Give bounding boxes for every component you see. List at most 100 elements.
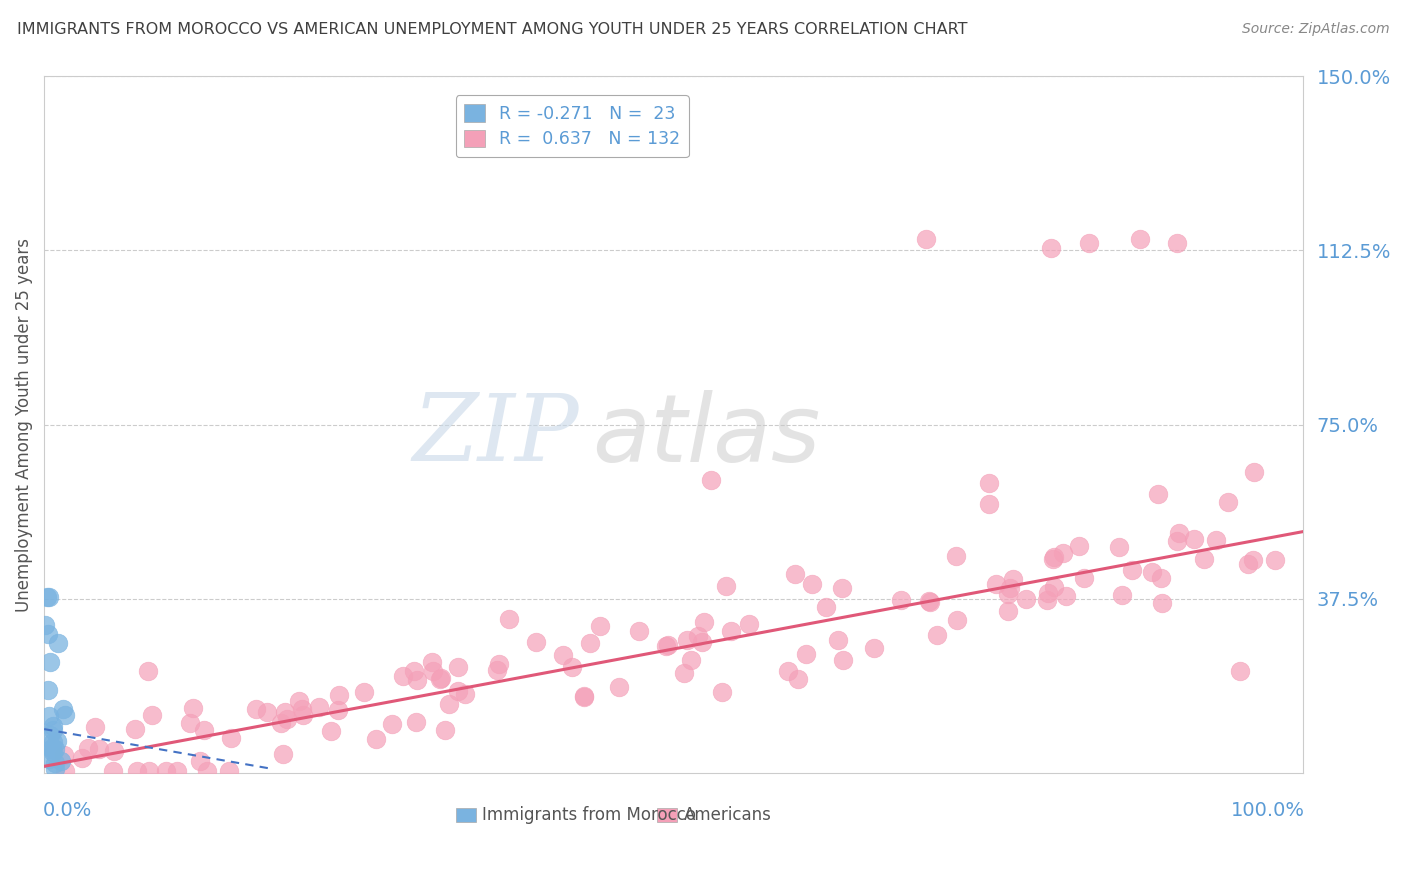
- Point: [1263, 552, 1285, 566]
- Point: [711, 685, 734, 699]
- Point: [984, 577, 1007, 591]
- Point: [827, 632, 849, 647]
- Point: [925, 627, 948, 641]
- Point: [287, 693, 309, 707]
- Point: [39, 728, 62, 742]
- Point: [574, 690, 596, 705]
- Point: [256, 705, 278, 719]
- Point: [44, 762, 66, 776]
- Point: [53, 707, 76, 722]
- Point: [1073, 571, 1095, 585]
- Y-axis label: Unemployment Among Youth under 25 years: Unemployment Among Youth under 25 years: [15, 237, 32, 612]
- Point: [1229, 664, 1251, 678]
- Point: [1140, 566, 1163, 580]
- FancyBboxPatch shape: [456, 808, 477, 822]
- Point: [1043, 549, 1066, 564]
- Point: [676, 633, 699, 648]
- Point: [392, 669, 415, 683]
- Point: [1205, 533, 1227, 547]
- Point: [53, 764, 76, 778]
- Point: [578, 635, 600, 649]
- Legend: R = -0.271   N =  23, R =  0.637   N = 132: R = -0.271 N = 23, R = 0.637 N = 132: [456, 95, 689, 157]
- Point: [447, 660, 470, 674]
- Point: [404, 664, 426, 678]
- Point: [1042, 552, 1064, 566]
- Point: [38, 709, 60, 723]
- Point: [77, 741, 100, 756]
- Point: [1038, 585, 1060, 599]
- Point: [688, 629, 710, 643]
- Point: [166, 764, 188, 778]
- Point: [42, 745, 65, 759]
- Point: [1152, 596, 1174, 610]
- Text: IMMIGRANTS FROM MOROCCO VS AMERICAN UNEMPLOYMENT AMONG YOUTH UNDER 25 YEARS CORR: IMMIGRANTS FROM MOROCCO VS AMERICAN UNEM…: [17, 22, 967, 37]
- Point: [380, 717, 402, 731]
- Point: [138, 764, 160, 778]
- Point: [673, 666, 696, 681]
- Point: [524, 635, 547, 649]
- Point: [1054, 589, 1077, 603]
- Point: [49, 754, 72, 768]
- Point: [1043, 580, 1066, 594]
- Point: [437, 697, 460, 711]
- Point: [308, 699, 330, 714]
- Point: [405, 715, 427, 730]
- Point: [920, 595, 942, 609]
- Point: [1167, 525, 1189, 540]
- Point: [977, 475, 1000, 490]
- Point: [787, 672, 810, 686]
- Point: [716, 579, 738, 593]
- Point: [291, 702, 314, 716]
- Point: [271, 747, 294, 762]
- Point: [1002, 572, 1025, 586]
- Text: 0.0%: 0.0%: [42, 801, 93, 820]
- Point: [195, 764, 218, 778]
- Point: [572, 689, 595, 703]
- Point: [41, 719, 63, 733]
- Point: [488, 657, 510, 671]
- Point: [101, 764, 124, 778]
- Point: [1150, 571, 1173, 585]
- Point: [1069, 540, 1091, 554]
- Point: [181, 701, 204, 715]
- Point: [41, 740, 63, 755]
- Point: [1121, 563, 1143, 577]
- Point: [364, 731, 387, 746]
- Point: [38, 590, 60, 604]
- Point: [35, 590, 58, 604]
- Point: [420, 655, 443, 669]
- Point: [690, 635, 713, 649]
- Point: [831, 581, 853, 595]
- Point: [155, 764, 177, 778]
- Point: [776, 664, 799, 678]
- Point: [1182, 532, 1205, 546]
- Point: [890, 593, 912, 607]
- Point: [406, 673, 429, 688]
- Point: [1241, 553, 1264, 567]
- Text: atlas: atlas: [592, 390, 820, 481]
- Point: [37, 627, 59, 641]
- Text: Source: ZipAtlas.com: Source: ZipAtlas.com: [1241, 22, 1389, 37]
- Point: [1129, 232, 1152, 246]
- Point: [353, 685, 375, 699]
- Point: [319, 724, 342, 739]
- Point: [37, 682, 59, 697]
- Point: [276, 712, 298, 726]
- Point: [485, 664, 508, 678]
- Point: [1014, 592, 1036, 607]
- Point: [681, 653, 703, 667]
- Point: [447, 684, 470, 698]
- Point: [124, 723, 146, 737]
- FancyBboxPatch shape: [658, 808, 678, 822]
- Point: [41, 742, 63, 756]
- Text: 100.0%: 100.0%: [1230, 801, 1305, 820]
- Point: [218, 764, 240, 778]
- Point: [1111, 588, 1133, 602]
- Point: [52, 747, 75, 762]
- Text: Americans: Americans: [683, 806, 772, 824]
- Point: [946, 613, 969, 627]
- Point: [1192, 552, 1215, 566]
- Point: [796, 647, 818, 661]
- Point: [422, 664, 444, 678]
- Point: [454, 687, 477, 701]
